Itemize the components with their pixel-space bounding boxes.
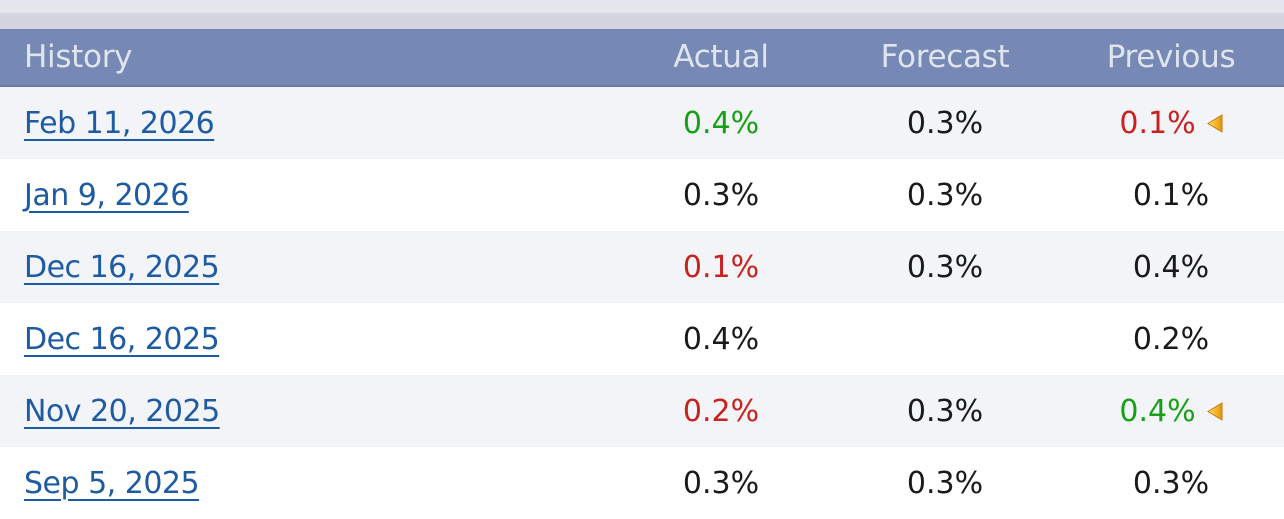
actual-cell: 0.2% (610, 394, 832, 429)
date-link[interactable]: Feb 11, 2026 (24, 105, 215, 141)
previous-value: 0.1% (1132, 177, 1210, 213)
forecast-cell: 0.3% (832, 178, 1058, 213)
forecast-value: 0.3% (906, 249, 984, 285)
date-cell: Dec 16, 2025 (0, 322, 610, 357)
table-body: Feb 11, 2026 0.4% 0.3% 0.1% Jan 9, 2026 0.3% 0… (0, 87, 1284, 519)
column-header-actual: Actual (673, 39, 769, 75)
date-cell: Feb 11, 2026 (0, 106, 610, 141)
revision-indicator-icon (1206, 113, 1223, 133)
actual-value: 0.4% (682, 321, 760, 357)
table-row: Dec 16, 2025 0.4% 0.2% (0, 303, 1284, 375)
column-header-previous: Previous (1106, 39, 1236, 75)
previous-value: 0.2% (1132, 321, 1210, 357)
forecast-cell: 0.3% (832, 106, 1058, 141)
forecast-value: 0.3% (906, 105, 984, 141)
previous-cell: 0.3% (1058, 466, 1284, 501)
date-cell: Jan 9, 2026 (0, 178, 610, 213)
date-link[interactable]: Sep 5, 2025 (24, 465, 200, 501)
actual-cell: 0.4% (610, 322, 832, 357)
actual-value: 0.3% (682, 177, 760, 213)
forecast-cell: 0.3% (832, 466, 1058, 501)
actual-value: 0.2% (682, 393, 760, 429)
table-row: Sep 5, 2025 0.3% 0.3% 0.3% (0, 447, 1284, 519)
actual-cell: 0.1% (610, 250, 832, 285)
top-strip (0, 0, 1284, 13)
previous-cell: 0.4% (1058, 250, 1284, 285)
forecast-cell: 0.3% (832, 250, 1058, 285)
forecast-cell: 0.3% (832, 394, 1058, 429)
date-link[interactable]: Dec 16, 2025 (24, 249, 220, 285)
table-row: Feb 11, 2026 0.4% 0.3% 0.1% (0, 87, 1284, 159)
previous-value: 0.3% (1132, 465, 1210, 501)
previous-value: 0.4% (1132, 249, 1210, 285)
table-top-edge (0, 13, 1284, 29)
date-cell: Dec 16, 2025 (0, 250, 610, 285)
previous-value: 0.4% (1119, 393, 1196, 429)
actual-value: 0.4% (682, 105, 760, 141)
date-link[interactable]: Jan 9, 2026 (24, 177, 189, 213)
table-row: Jan 9, 2026 0.3% 0.3% 0.1% (0, 159, 1284, 231)
date-link[interactable]: Nov 20, 2025 (24, 393, 220, 429)
previous-cell: 0.1% (1058, 106, 1284, 141)
table-row: Nov 20, 2025 0.2% 0.3% 0.4% (0, 375, 1284, 447)
column-header-forecast: Forecast (880, 39, 1010, 75)
forecast-value: 0.3% (906, 393, 984, 429)
actual-value: 0.1% (682, 249, 760, 285)
forecast-value: 0.3% (906, 177, 984, 213)
actual-cell: 0.3% (610, 178, 832, 213)
forecast-value: 0.3% (906, 465, 984, 501)
actual-cell: 0.3% (610, 466, 832, 501)
date-cell: Sep 5, 2025 (0, 466, 610, 501)
actual-cell: 0.4% (610, 106, 832, 141)
date-cell: Nov 20, 2025 (0, 394, 610, 429)
table-header-row: History Actual Forecast Previous (0, 29, 1284, 87)
previous-cell: 0.2% (1058, 322, 1284, 357)
previous-value: 0.1% (1119, 105, 1196, 141)
previous-cell: 0.1% (1058, 178, 1284, 213)
table-row: Dec 16, 2025 0.1% 0.3% 0.4% (0, 231, 1284, 303)
column-header-history: History (24, 39, 133, 75)
actual-value: 0.3% (682, 465, 760, 501)
previous-cell: 0.4% (1058, 394, 1284, 429)
date-link[interactable]: Dec 16, 2025 (24, 321, 220, 357)
revision-indicator-icon (1206, 401, 1223, 421)
